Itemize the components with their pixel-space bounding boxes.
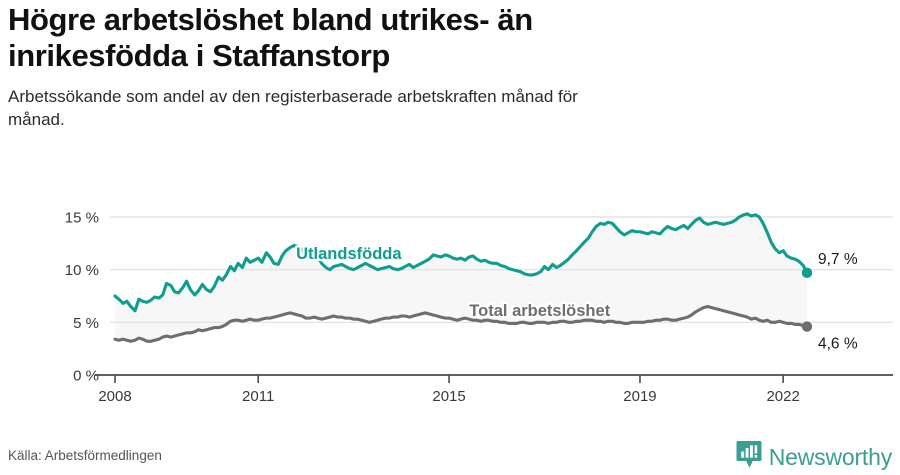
chart-container: 0 % 5 % 10 % 15 % 2008 2011 2015 2019 2022 Utla…	[0, 196, 900, 411]
series-lines	[113, 212, 813, 343]
series-end-point	[801, 321, 813, 332]
brand-name: Newsworthy	[768, 444, 892, 470]
y-tick-label: 10 %	[65, 262, 99, 279]
page-subtitle: Arbetssökande som andel av den registerb…	[8, 86, 578, 129]
source-note: Källa: Arbetsförmedlingen	[8, 448, 162, 463]
series-fill-band	[115, 213, 807, 342]
series-end-point	[801, 267, 813, 279]
series-label-halo: Utlandsfödda	[296, 245, 402, 263]
y-tick-label: 15 %	[65, 210, 99, 227]
series-label: Total arbetslöshet	[469, 302, 610, 320]
end-value-label: 4,6 %	[818, 336, 858, 353]
x-axis	[95, 374, 893, 383]
series-line	[113, 212, 809, 313]
series-label: Utlandsfödda	[296, 245, 402, 263]
x-axis-labels: 2008 2011 2015 2019 2022	[98, 388, 800, 405]
bar-chart-pin-icon	[736, 440, 762, 475]
y-tick-label: 0 %	[73, 368, 99, 385]
y-tick-label: 5 %	[73, 315, 99, 332]
header: Högre arbetslöshet bland utrikes- än inr…	[8, 2, 888, 131]
y-axis-labels: 0 % 5 % 10 % 15 %	[65, 210, 99, 385]
footer: Källa: Arbetsförmedlingen Newsworthy	[0, 440, 900, 474]
x-tick-label: 2008	[98, 388, 131, 405]
x-tick-label: 2015	[432, 388, 465, 405]
end-value-label: 9,7 %	[818, 251, 858, 268]
brand-logo[interactable]: Newsworthy	[736, 440, 892, 475]
x-tick-label: 2011	[242, 388, 274, 405]
series-line	[113, 304, 809, 343]
line-chart: 0 % 5 % 10 % 15 % 2008 2011 2015 2019 2022 Utla…	[65, 210, 893, 405]
page-title: Högre arbetslöshet bland utrikes- än inr…	[8, 2, 533, 73]
x-tick-label: 2022	[766, 388, 799, 405]
x-tick-label: 2019	[623, 388, 656, 405]
series-label-halo: Total arbetslöshet	[469, 302, 610, 320]
